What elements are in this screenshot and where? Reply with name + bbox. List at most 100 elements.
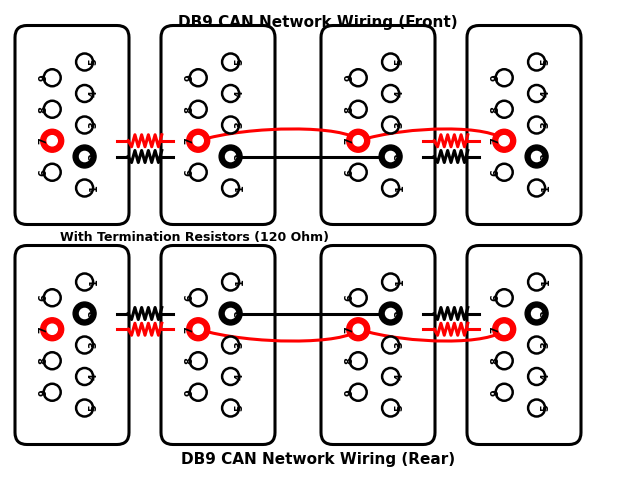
Circle shape [44, 69, 61, 86]
Circle shape [222, 368, 239, 385]
Circle shape [187, 129, 210, 152]
Text: 9: 9 [38, 389, 48, 396]
Circle shape [44, 164, 61, 181]
Text: 5: 5 [234, 59, 245, 66]
FancyBboxPatch shape [161, 26, 275, 225]
Text: 4: 4 [394, 90, 404, 97]
Text: 2: 2 [89, 153, 99, 160]
FancyBboxPatch shape [15, 245, 129, 444]
Circle shape [219, 145, 242, 168]
Circle shape [531, 151, 541, 161]
Circle shape [496, 69, 513, 86]
Circle shape [47, 324, 57, 335]
Circle shape [47, 135, 57, 146]
Circle shape [76, 85, 93, 102]
Circle shape [76, 117, 93, 134]
Circle shape [44, 352, 61, 369]
Text: 9: 9 [38, 74, 48, 81]
Text: 7: 7 [344, 326, 354, 333]
Text: 7: 7 [490, 326, 500, 333]
Text: 5: 5 [394, 404, 404, 411]
Circle shape [193, 324, 203, 335]
Text: 8: 8 [38, 106, 48, 113]
Circle shape [382, 273, 399, 291]
Text: 4: 4 [541, 373, 550, 380]
Text: 7: 7 [344, 137, 354, 144]
Circle shape [41, 318, 64, 341]
Circle shape [222, 117, 239, 134]
Text: 8: 8 [184, 357, 194, 364]
Circle shape [190, 69, 206, 86]
Text: 2: 2 [394, 153, 404, 160]
Circle shape [350, 164, 367, 181]
Circle shape [193, 135, 203, 146]
Circle shape [80, 308, 90, 319]
Text: 2: 2 [234, 153, 245, 160]
Text: 7: 7 [38, 326, 48, 333]
FancyBboxPatch shape [161, 245, 275, 444]
Text: 6: 6 [344, 169, 354, 175]
Circle shape [350, 69, 367, 86]
Circle shape [347, 318, 369, 341]
Text: 4: 4 [234, 90, 245, 97]
Text: 2: 2 [234, 310, 245, 317]
Circle shape [353, 135, 363, 146]
Text: 9: 9 [490, 74, 500, 81]
Circle shape [525, 302, 548, 325]
Circle shape [382, 117, 399, 134]
Text: 1: 1 [234, 279, 245, 285]
Text: 1: 1 [234, 185, 245, 191]
Text: 1: 1 [541, 185, 550, 191]
Text: 5: 5 [541, 404, 550, 411]
Circle shape [190, 352, 206, 369]
Circle shape [76, 368, 93, 385]
Text: 6: 6 [184, 169, 194, 175]
Circle shape [41, 129, 64, 152]
Circle shape [187, 318, 210, 341]
Text: 9: 9 [490, 389, 500, 396]
Circle shape [222, 85, 239, 102]
Circle shape [528, 336, 545, 353]
Circle shape [382, 85, 399, 102]
Circle shape [528, 368, 545, 385]
Circle shape [379, 145, 402, 168]
Text: 7: 7 [38, 137, 48, 144]
Text: 8: 8 [38, 357, 48, 364]
Text: 3: 3 [394, 121, 404, 128]
Circle shape [76, 400, 93, 416]
Text: 2: 2 [541, 153, 550, 160]
Circle shape [225, 151, 236, 161]
Text: 6: 6 [490, 295, 500, 301]
Circle shape [80, 151, 90, 161]
Text: 8: 8 [344, 106, 354, 113]
FancyBboxPatch shape [321, 26, 435, 225]
Circle shape [382, 368, 399, 385]
Circle shape [528, 273, 545, 291]
Text: 6: 6 [38, 295, 48, 301]
Text: 7: 7 [490, 137, 500, 144]
Text: 3: 3 [89, 121, 99, 128]
Circle shape [496, 164, 513, 181]
Text: 7: 7 [184, 137, 194, 144]
Text: DB9 CAN Network Wiring (Front): DB9 CAN Network Wiring (Front) [178, 15, 458, 30]
Circle shape [190, 384, 206, 401]
Text: 8: 8 [184, 106, 194, 113]
Text: 5: 5 [394, 59, 404, 66]
Circle shape [493, 129, 516, 152]
Circle shape [496, 384, 513, 401]
Circle shape [385, 151, 396, 161]
Text: 4: 4 [541, 90, 550, 97]
Circle shape [496, 289, 513, 306]
Text: 4: 4 [89, 90, 99, 97]
Circle shape [44, 384, 61, 401]
Circle shape [222, 400, 239, 416]
Circle shape [499, 135, 510, 146]
Text: 8: 8 [490, 106, 500, 113]
Text: 6: 6 [184, 295, 194, 301]
Text: 3: 3 [541, 121, 550, 128]
Circle shape [222, 336, 239, 353]
Text: 9: 9 [344, 74, 354, 81]
Circle shape [190, 101, 206, 118]
Circle shape [225, 308, 236, 319]
Circle shape [73, 145, 96, 168]
